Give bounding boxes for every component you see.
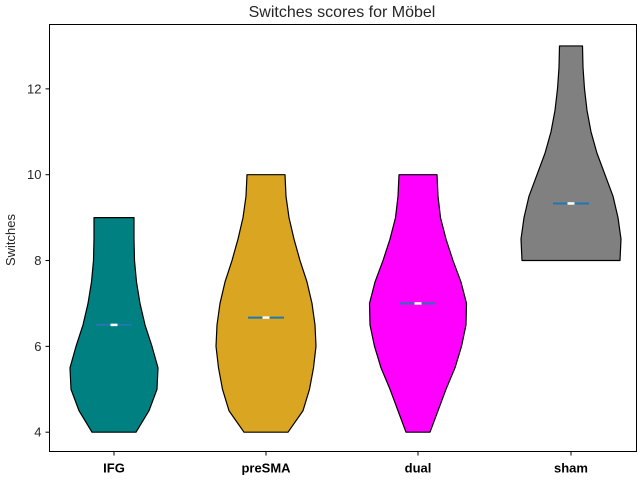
y-tick-label: 12 xyxy=(27,81,41,96)
chart-title: Switches scores for Möbel xyxy=(249,4,436,21)
x-ticks: IFG preSMA dual sham xyxy=(103,451,588,476)
y-tick-label: 6 xyxy=(34,339,41,354)
violin-sham xyxy=(520,45,622,262)
x-tick-label: IFG xyxy=(103,461,125,476)
x-tick-label: sham xyxy=(554,461,588,476)
y-tick-label: 10 xyxy=(27,167,41,182)
y-ticks: 4 6 8 10 12 xyxy=(27,81,50,440)
plot-frame xyxy=(49,24,637,452)
x-tick-label: preSMA xyxy=(241,461,291,476)
y-tick-label: 8 xyxy=(34,253,41,268)
violin-preSMA xyxy=(215,174,317,433)
y-axis-label: Switches xyxy=(3,213,18,266)
violins-group xyxy=(69,45,622,433)
x-tick-label: dual xyxy=(405,461,432,476)
y-tick-label: 4 xyxy=(34,425,41,440)
